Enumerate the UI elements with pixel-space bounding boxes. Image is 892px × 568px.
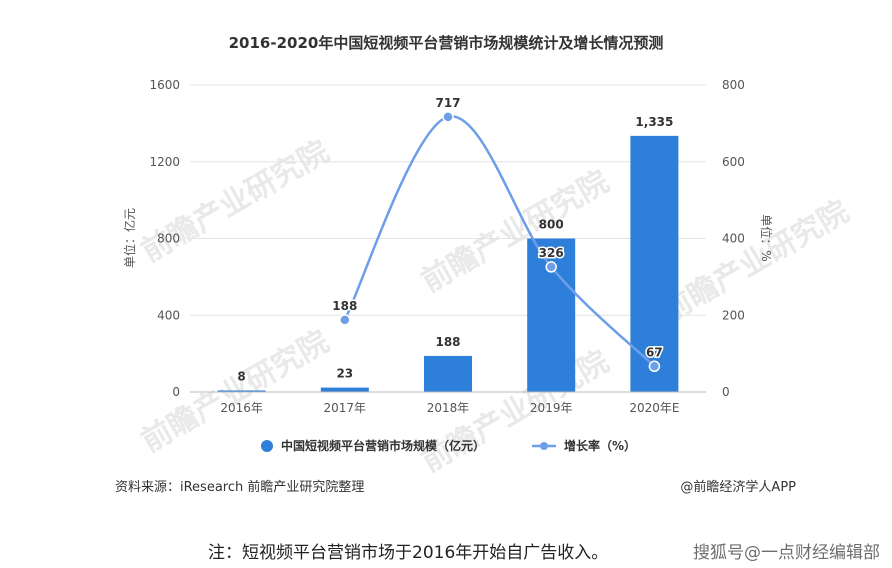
y-left-axis-label: 单位：亿元 (122, 208, 137, 268)
source-text: 资料来源：iResearch 前瞻产业研究院整理 (115, 480, 365, 495)
y-left-tick-label: 400 (157, 308, 180, 322)
growth-line (339, 111, 661, 373)
x-tick-label: 2019年 (530, 401, 573, 415)
legend-bar-label: 中国短视频平台营销市场规模（亿元） (281, 438, 485, 453)
bar (424, 355, 472, 392)
y-left-tick-label: 0 (172, 385, 180, 399)
y-left-tick-label: 800 (157, 232, 180, 246)
growth-point (545, 261, 557, 273)
growth-point (648, 360, 661, 373)
y-left-tick-label: 1200 (149, 155, 180, 169)
legend-bar-marker (261, 440, 273, 452)
bar (320, 387, 369, 392)
growth-value-label: 326 (539, 246, 564, 260)
bar-value-label: 800 (539, 218, 564, 232)
y-right-tick-label: 200 (722, 308, 745, 322)
y-right-tick-label: 400 (722, 232, 745, 246)
y-right-tick-label: 800 (722, 78, 745, 92)
credit-text: @前瞻经济学人APP (680, 480, 796, 495)
bar-value-label: 1,335 (635, 115, 673, 129)
x-tick-label: 2018年 (427, 401, 470, 415)
bar-value-label: 188 (435, 335, 460, 349)
axes: 0 400 800 1200 1600 0 200 400 600 800 2016年 2017年 20… (122, 78, 774, 415)
watermark-brand: 前瞻产业研究院 (416, 164, 615, 299)
x-tick-label: 2017年 (324, 401, 367, 415)
bar (217, 390, 266, 392)
y-right-axis-label: 单位：% (759, 214, 774, 261)
note-text: 注：短视频平台营销市场于2016年开始自广告收入。 (208, 543, 609, 563)
watermark-text: 搜狐号@一点财经编辑部 (693, 543, 880, 563)
watermark-brand: 前瞻产业研究院 (656, 194, 855, 329)
y-left-tick-label: 1600 (149, 78, 180, 92)
y-right-tick-label: 0 (722, 385, 730, 399)
growth-point (339, 314, 351, 326)
legend: 中国短视频平台营销市场规模（亿元） 增长率（%） (261, 438, 636, 453)
growth-value-label: 67 (646, 345, 663, 359)
chart-title: 2016-2020年中国短视频平台营销市场规模统计及增长情况预测 (229, 34, 664, 52)
data-labels: 8 23 188 800 1,335 188 717 326 67 (237, 94, 673, 383)
legend-line-marker (540, 442, 548, 450)
y-right-tick-label: 600 (722, 155, 745, 169)
bar (630, 135, 679, 393)
legend-line-label: 增长率（%） (564, 438, 636, 453)
growth-value-label: 188 (332, 299, 357, 313)
growth-point (442, 111, 454, 123)
growth-value-label: 717 (435, 96, 460, 110)
growth-line-path (343, 115, 656, 368)
x-tick-label: 2016年 (220, 401, 263, 415)
bar-value-label: 23 (336, 367, 353, 381)
x-tick-label: 2020年E (629, 401, 679, 415)
bar-value-label: 8 (237, 369, 245, 383)
